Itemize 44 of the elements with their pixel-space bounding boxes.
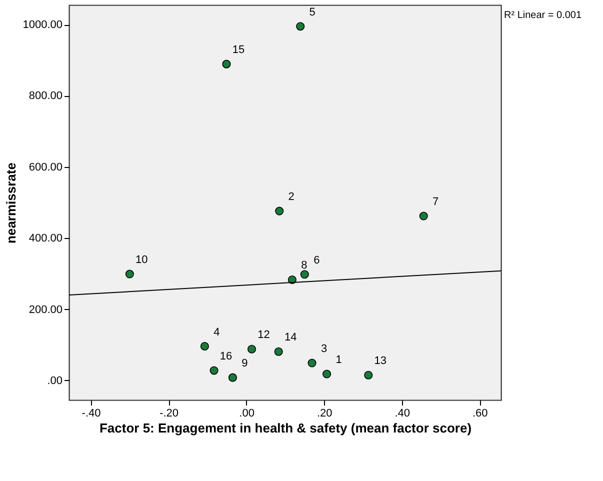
y-tick-label: 1000.00 xyxy=(22,19,62,32)
point xyxy=(308,358,316,368)
point xyxy=(419,212,428,220)
point xyxy=(275,206,284,216)
y-tick-label: 800.00 xyxy=(28,90,62,102)
point xyxy=(222,60,231,68)
x-tick-label: .40 xyxy=(394,408,410,420)
annotation: 6 xyxy=(314,254,320,266)
x-tick-label: -.40 xyxy=(82,408,101,420)
y-tick-label: 200.00 xyxy=(28,304,62,316)
annotation: 1 xyxy=(336,354,342,366)
point xyxy=(274,347,283,356)
point xyxy=(125,270,134,278)
y-tick-label: 600.00 xyxy=(28,161,62,174)
annotation: 3 xyxy=(320,342,328,355)
point xyxy=(364,370,373,380)
point xyxy=(247,344,256,354)
x-tick-label: .60 xyxy=(472,408,488,420)
point xyxy=(322,370,332,378)
x-axis-title: Factor 5: Engagement in health & safety (mean factor score) xyxy=(99,420,472,436)
text: R² Linear = 0.001 xyxy=(504,10,582,21)
point xyxy=(300,270,309,279)
annotation: 4 xyxy=(214,326,220,338)
x-tick-label: -.20 xyxy=(160,408,179,420)
y-tick-label: .00 xyxy=(47,374,62,387)
point xyxy=(210,366,218,375)
annotation: 15 xyxy=(232,44,245,56)
annotation: 14 xyxy=(284,332,297,344)
annotation: 7 xyxy=(432,196,439,208)
annotation: 2 xyxy=(288,191,294,204)
x-tick-label: .20 xyxy=(316,408,332,420)
annotation: 12 xyxy=(258,329,270,342)
annotation: 13 xyxy=(374,355,387,368)
annotation: 5 xyxy=(309,6,316,18)
annotation: 9 xyxy=(242,358,248,370)
y-axis-title: nearmissrate xyxy=(4,162,19,244)
annotation: 10 xyxy=(136,254,148,266)
annotation: 16 xyxy=(220,350,232,362)
y-tick-label: 400.00 xyxy=(28,232,62,245)
point xyxy=(296,22,305,31)
point xyxy=(200,342,209,351)
x-tick-label: .00 xyxy=(239,408,254,420)
annotation: 8 xyxy=(301,260,308,272)
point xyxy=(228,373,237,382)
